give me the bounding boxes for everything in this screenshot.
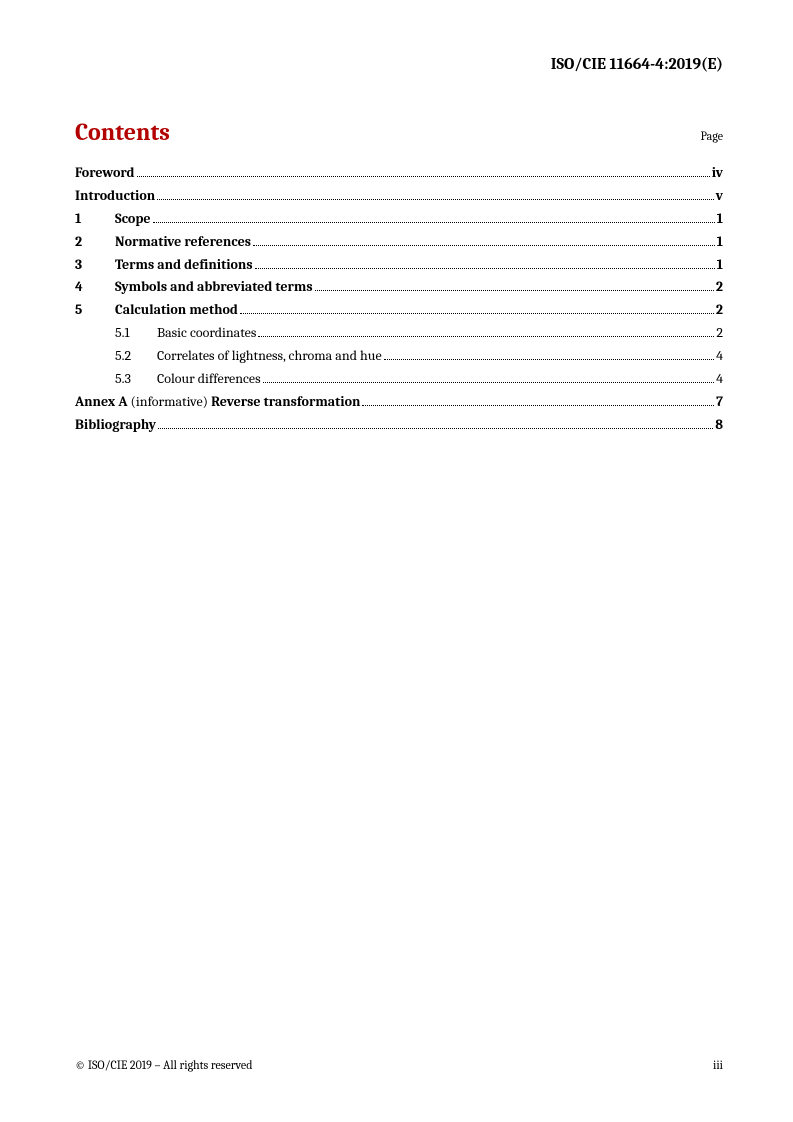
toc-entry: Annex A (informative) Reverse transforma… [75, 393, 723, 412]
toc-entry-number: 4 [75, 278, 115, 297]
toc-leader [384, 348, 714, 360]
toc-entry-page: v [716, 187, 723, 206]
toc-entry-title: Calculation method [115, 301, 238, 320]
toc-entry-title: Correlates of lightness, chroma and hue [157, 347, 382, 366]
copyright-text: © ISO/CIE 2019 – All rights reserved [75, 1058, 252, 1072]
toc-entry: 4Symbols and abbreviated terms 2 [75, 278, 723, 297]
toc-entry: 5Calculation method 2 [75, 301, 723, 320]
page-footer: © ISO/CIE 2019 – All rights reserved iii [75, 1058, 723, 1072]
toc-entry: 5.1Basic coordinates 2 [75, 324, 723, 343]
toc-leader [153, 211, 715, 223]
toc-entry-title: Bibliography [75, 416, 156, 435]
toc-entry-page: 2 [716, 324, 723, 343]
toc-leader [253, 233, 715, 245]
toc-entry-title: Normative references [115, 233, 251, 252]
toc-entry-number: 5.1 [115, 324, 157, 343]
toc-entry-page: 1 [717, 233, 723, 252]
toc-leader [157, 188, 713, 200]
toc-entry: 5.2Correlates of lightness, chroma and h… [75, 347, 723, 366]
toc-entry: 5.3Colour differences 4 [75, 370, 723, 389]
document-identifier: ISO/CIE 11664-4:2019(E) [551, 55, 723, 73]
toc-entry-title: Colour differences [157, 370, 261, 389]
toc-entry-page: 2 [716, 301, 723, 320]
toc-leader [137, 165, 710, 177]
toc-entry-number: 1 [75, 210, 115, 229]
toc-entry-page: 4 [716, 347, 723, 366]
toc-entry-title: Symbols and abbreviated terms [115, 278, 313, 297]
toc-entry-number: 3 [75, 256, 115, 275]
toc-entry: Foreword iv [75, 164, 723, 183]
toc-entry-title: Foreword [75, 164, 135, 183]
toc-leader [258, 325, 714, 337]
toc-entry-number: 5 [75, 301, 115, 320]
toc-entry-page: 1 [717, 210, 723, 229]
toc-entry-page: 8 [715, 416, 723, 435]
toc-entry: 3Terms and definitions 1 [75, 256, 723, 275]
toc-entry-number: 2 [75, 233, 115, 252]
toc-entry-page: 2 [716, 278, 723, 297]
toc-leader [240, 302, 714, 314]
toc-entry-number: 5.3 [115, 370, 157, 389]
toc-leader [158, 417, 713, 429]
toc-entry: Bibliography 8 [75, 416, 723, 435]
toc-leader [315, 279, 714, 291]
toc-entry: Introduction v [75, 187, 723, 206]
toc-entry: 1Scope1 [75, 210, 723, 229]
page: ISO/CIE 11664-4:2019(E) Contents Page Fo… [0, 0, 793, 1122]
toc-entry-page: 4 [716, 370, 723, 389]
toc-leader [255, 256, 715, 268]
contents-title: Contents [75, 118, 170, 146]
table-of-contents: ForewordivIntroductionv1Scope12Normative… [75, 164, 723, 435]
toc-entry-title: Scope [115, 210, 151, 229]
toc-leader [362, 394, 714, 406]
page-number: iii [713, 1058, 723, 1072]
toc-entry-page: 1 [717, 256, 723, 275]
toc-entry-title: Introduction [75, 187, 155, 206]
contents-header: Contents Page [75, 118, 723, 146]
toc-entry-page: 7 [716, 393, 723, 412]
toc-entry-page: iv [712, 164, 723, 183]
page-column-label: Page [701, 129, 723, 143]
toc-leader [263, 371, 715, 383]
toc-entry-title: Annex A (informative) Reverse transforma… [75, 393, 360, 412]
toc-entry-number: 5.2 [115, 347, 157, 366]
toc-entry-title: Terms and definitions [115, 256, 253, 275]
toc-entry: 2Normative references 1 [75, 233, 723, 252]
toc-entry-title: Basic coordinates [157, 324, 256, 343]
